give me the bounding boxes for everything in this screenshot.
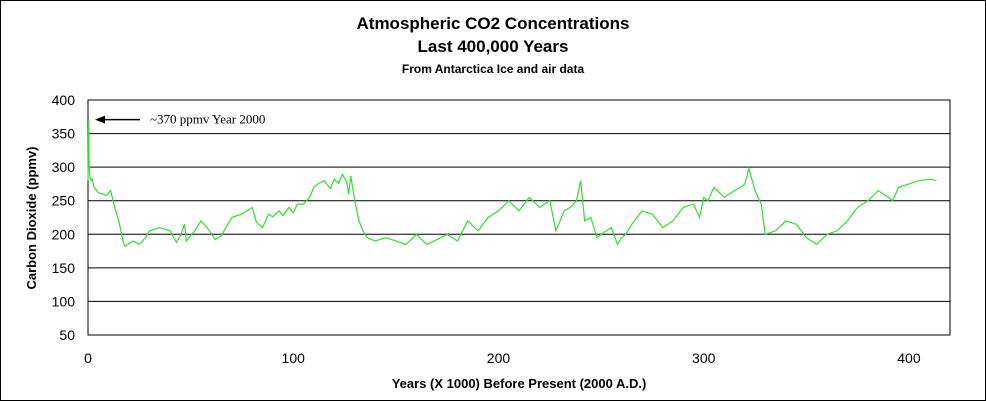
x-tick-label: 100	[282, 350, 306, 366]
annotation: ~370 ppmv Year 2000	[95, 112, 265, 127]
y-tick-label: 100	[52, 293, 76, 309]
y-axis-label: Carbon Dioxide (ppmv)	[24, 146, 39, 289]
chart-subtitle: From Antarctica Ice and air data	[401, 62, 585, 76]
y-tick-label: 350	[52, 126, 76, 142]
y-tick-label: 150	[52, 260, 76, 276]
chart-title: Atmospheric CO2 Concentrations	[356, 14, 630, 33]
x-tick-label: 400	[897, 350, 921, 366]
x-axis-label: Years (X 1000) Before Present (2000 A.D.…	[392, 376, 647, 391]
annotation-arrowhead	[95, 115, 105, 124]
y-tick-label: 250	[52, 193, 76, 209]
x-tick-label: 200	[487, 350, 511, 366]
x-tick-label: 300	[692, 350, 716, 366]
y-axis-ticks: 400 350 300 250 200 150 100 50	[52, 92, 76, 343]
y-tick-label: 200	[52, 226, 76, 242]
x-tick-label: 0	[84, 350, 92, 366]
y-tick-label: 400	[52, 92, 76, 108]
chart-title-line2: Last 400,000 Years	[417, 37, 569, 56]
plot-area-border	[87, 99, 951, 336]
gridlines	[88, 99, 950, 336]
co2-series-line	[87, 120, 936, 248]
y-tick-label: 50	[59, 327, 75, 343]
y-tick-label: 300	[52, 159, 76, 175]
x-axis-ticks: 0 100 200 300 400	[84, 350, 921, 366]
annotation-text: ~370 ppmv Year 2000	[150, 112, 265, 127]
